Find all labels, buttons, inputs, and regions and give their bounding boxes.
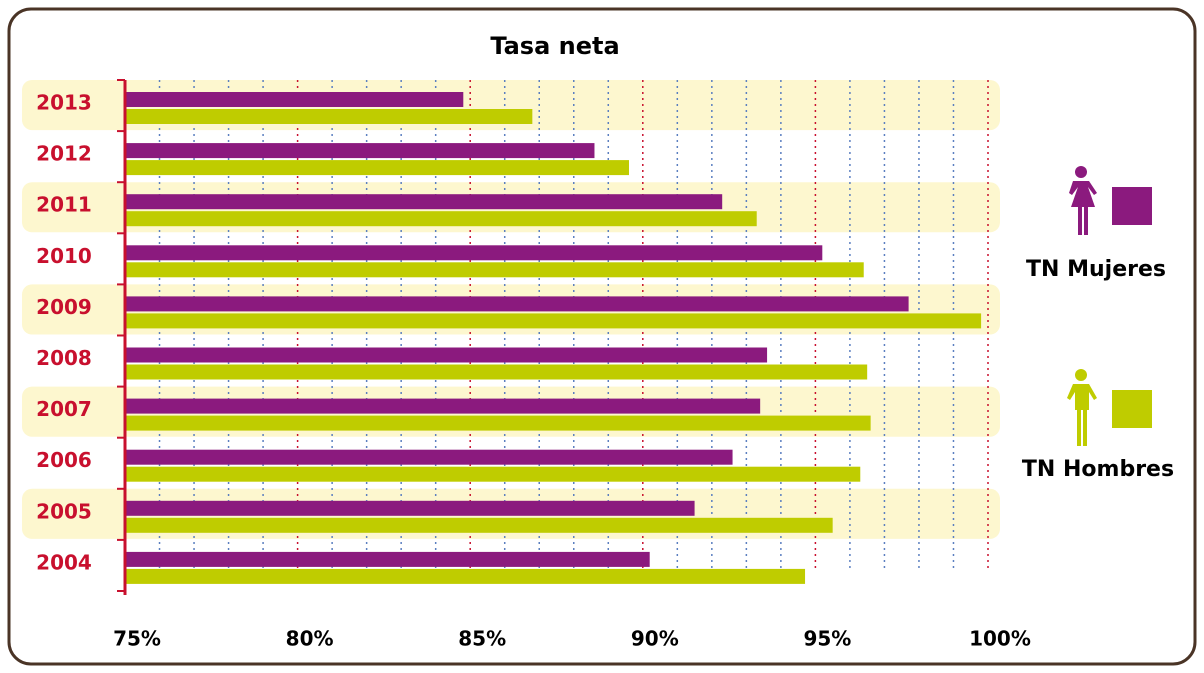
y-tick-label: 2010 [36,244,92,268]
y-tick-label: 2007 [36,397,92,421]
female-icon [1069,166,1097,235]
legend-swatch [1112,187,1152,225]
bar [125,92,464,107]
legend-label: TN Mujeres [1026,257,1166,282]
bar [125,262,864,278]
male-icon [1067,369,1097,446]
bar [125,364,868,380]
bar [125,415,871,431]
bar [125,398,761,414]
y-tick-label: 2009 [36,295,92,319]
x-tick-label: 75% [113,627,161,651]
legend-swatch [1112,390,1152,428]
x-tick-label: 95% [803,627,851,651]
y-tick-label: 2012 [36,142,92,166]
bar [125,449,733,465]
bar [125,517,833,533]
bar [125,211,757,227]
bar [125,245,823,261]
y-tick-label: 2011 [36,193,92,217]
x-tick-label: 90% [631,627,679,651]
bar [125,568,806,584]
bar [125,143,595,159]
bar [125,194,723,210]
y-tick-label: 2006 [36,448,92,472]
bar [125,160,629,176]
x-tick-label: 85% [458,627,506,651]
legend-label: TN Hombres [1022,457,1174,482]
bar [125,347,768,363]
bar [125,109,533,124]
x-tick-label: 80% [286,627,334,651]
bar [125,313,982,329]
bar [125,466,861,482]
y-tick-label: 2013 [36,91,92,115]
chart-title: Tasa neta [490,32,619,60]
y-tick-label: 2004 [36,550,92,574]
bar [125,500,695,516]
legend: TN Mujeres TN Hombres [1022,166,1174,482]
y-tick-label: 2008 [36,346,92,370]
y-tick-label: 2005 [36,499,92,523]
x-tick-label: 100% [969,627,1031,651]
bar [125,296,909,312]
bar [125,551,650,567]
